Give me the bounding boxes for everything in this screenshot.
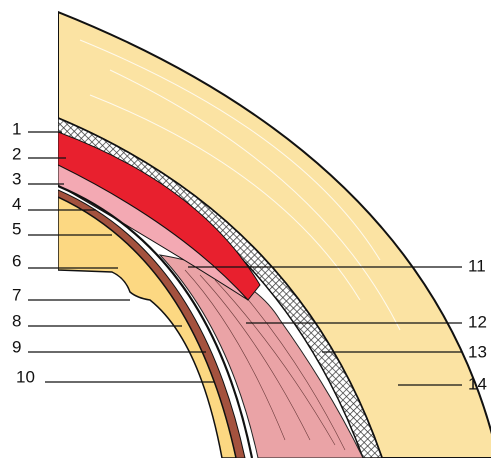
label: 3 [12, 169, 21, 188]
label: 8 [12, 311, 21, 330]
label: 13 [468, 342, 487, 361]
label: 6 [12, 251, 21, 270]
label: 11 [468, 256, 486, 275]
label: 4 [12, 194, 21, 213]
label: 2 [12, 144, 21, 163]
tissue-layers [58, 12, 491, 458]
label: 7 [12, 285, 21, 304]
label: 10 [16, 367, 35, 386]
label: 1 [12, 119, 21, 138]
label: 5 [12, 219, 21, 238]
label: 12 [468, 312, 487, 331]
label: 9 [12, 337, 21, 356]
label: 14 [468, 374, 487, 393]
eye-section-diagram: 1 2 3 4 5 6 7 8 9 10 11 12 13 14 [0, 0, 491, 458]
